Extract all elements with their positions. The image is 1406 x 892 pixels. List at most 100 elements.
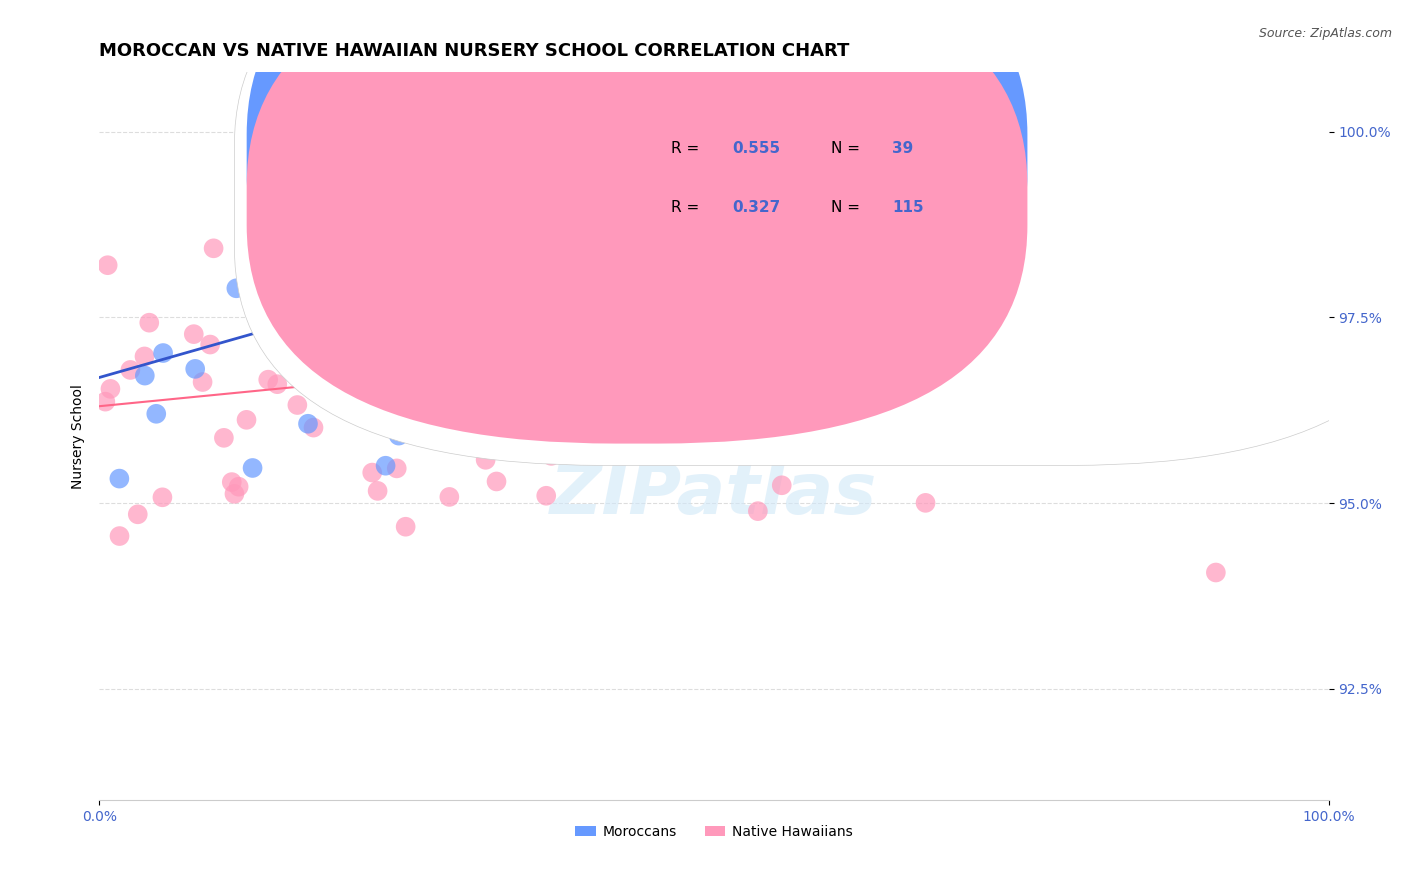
Native Hawaiians — [127, 508, 149, 522]
Moroccans — [785, 211, 807, 226]
Moroccans — [907, 98, 929, 112]
Moroccans — [1021, 107, 1043, 121]
Native Hawaiians — [1025, 223, 1047, 237]
Moroccans — [152, 346, 174, 360]
Native Hawaiians — [285, 326, 308, 340]
Native Hawaiians — [717, 363, 740, 377]
Moroccans — [513, 228, 536, 243]
Native Hawaiians — [699, 285, 721, 300]
Native Hawaiians — [503, 338, 526, 352]
Moroccans — [145, 407, 167, 421]
Moroccans — [679, 265, 702, 279]
Native Hawaiians — [900, 126, 922, 140]
Native Hawaiians — [613, 304, 636, 318]
Native Hawaiians — [540, 449, 562, 463]
Native Hawaiians — [202, 241, 225, 255]
Native Hawaiians — [287, 269, 309, 284]
Native Hawaiians — [1240, 383, 1263, 397]
Native Hawaiians — [221, 475, 243, 489]
Native Hawaiians — [921, 298, 943, 312]
Native Hawaiians — [134, 350, 156, 364]
Text: 0.555: 0.555 — [733, 141, 780, 156]
Native Hawaiians — [952, 235, 974, 249]
FancyBboxPatch shape — [246, 0, 1028, 392]
Native Hawaiians — [385, 392, 408, 407]
Native Hawaiians — [725, 384, 748, 398]
Native Hawaiians — [370, 408, 392, 422]
Moroccans — [671, 114, 693, 128]
Text: Source: ZipAtlas.com: Source: ZipAtlas.com — [1258, 27, 1392, 40]
Moroccans — [242, 461, 264, 475]
Native Hawaiians — [302, 420, 325, 434]
Moroccans — [449, 359, 471, 374]
Native Hawaiians — [318, 339, 340, 353]
Native Hawaiians — [602, 311, 624, 326]
Native Hawaiians — [592, 312, 614, 326]
Native Hawaiians — [1189, 166, 1212, 180]
Native Hawaiians — [1094, 255, 1116, 269]
Native Hawaiians — [1081, 351, 1104, 366]
Moroccans — [108, 472, 131, 486]
Native Hawaiians — [120, 363, 142, 377]
FancyBboxPatch shape — [246, 0, 1028, 443]
Native Hawaiians — [212, 431, 235, 445]
Native Hawaiians — [866, 385, 889, 400]
Y-axis label: Nursery School: Nursery School — [72, 384, 86, 489]
Moroccans — [184, 362, 207, 376]
Native Hawaiians — [1160, 94, 1182, 108]
Native Hawaiians — [108, 529, 131, 543]
Native Hawaiians — [838, 320, 860, 334]
Native Hawaiians — [385, 461, 408, 475]
Native Hawaiians — [430, 360, 453, 375]
Native Hawaiians — [266, 377, 288, 392]
Native Hawaiians — [868, 386, 890, 401]
Native Hawaiians — [1167, 190, 1189, 204]
Native Hawaiians — [474, 452, 496, 467]
Native Hawaiians — [834, 229, 856, 244]
Native Hawaiians — [395, 519, 418, 533]
Native Hawaiians — [224, 487, 246, 501]
Native Hawaiians — [1081, 335, 1104, 350]
Native Hawaiians — [152, 491, 174, 505]
Native Hawaiians — [97, 258, 120, 272]
Native Hawaiians — [716, 410, 738, 425]
Native Hawaiians — [865, 417, 887, 432]
Legend: Moroccans, Native Hawaiians: Moroccans, Native Hawaiians — [569, 819, 859, 844]
Moroccans — [676, 219, 699, 234]
Native Hawaiians — [938, 371, 960, 385]
Native Hawaiians — [1046, 405, 1069, 419]
Moroccans — [808, 87, 831, 102]
Native Hawaiians — [1205, 566, 1227, 580]
FancyBboxPatch shape — [235, 0, 1406, 466]
Native Hawaiians — [368, 345, 391, 359]
Native Hawaiians — [713, 275, 735, 289]
Native Hawaiians — [458, 342, 481, 356]
Moroccans — [537, 171, 560, 186]
Moroccans — [269, 288, 291, 302]
Moroccans — [375, 195, 398, 210]
Text: R =: R = — [671, 200, 704, 215]
Moroccans — [860, 244, 883, 259]
Text: R =: R = — [671, 141, 704, 156]
Text: 39: 39 — [893, 141, 914, 156]
Native Hawaiians — [94, 394, 117, 409]
Moroccans — [242, 198, 264, 212]
Native Hawaiians — [1191, 342, 1213, 356]
Native Hawaiians — [904, 260, 927, 275]
Moroccans — [690, 87, 713, 102]
Moroccans — [457, 385, 479, 400]
Native Hawaiians — [706, 371, 728, 385]
Native Hawaiians — [1076, 324, 1098, 338]
Native Hawaiians — [866, 261, 889, 276]
Moroccans — [256, 87, 278, 102]
Moroccans — [1042, 87, 1064, 102]
Native Hawaiians — [731, 333, 754, 347]
Text: MOROCCAN VS NATIVE HAWAIIAN NURSERY SCHOOL CORRELATION CHART: MOROCCAN VS NATIVE HAWAIIAN NURSERY SCHO… — [100, 42, 849, 60]
Native Hawaiians — [914, 496, 936, 510]
Native Hawaiians — [198, 337, 221, 351]
Native Hawaiians — [770, 478, 793, 492]
Text: N =: N = — [831, 141, 865, 156]
Native Hawaiians — [1282, 305, 1305, 319]
Native Hawaiians — [439, 490, 461, 504]
Moroccans — [761, 193, 783, 207]
